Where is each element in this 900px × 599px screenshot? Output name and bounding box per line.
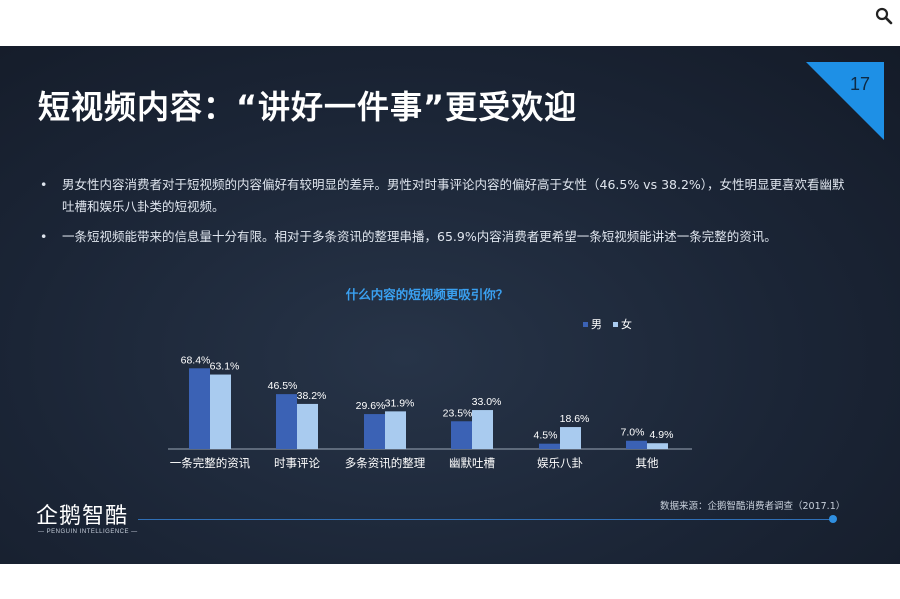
logo: 企鹅智酷 — PENGUIN INTELLIGENCE — <box>36 498 137 548</box>
bar-male <box>364 414 385 449</box>
bar-female <box>210 374 231 449</box>
data-label: 29.6% <box>356 400 386 412</box>
slide: 17 短视频内容：“讲好一件事”更受欢迎 • 男女性内容消费者对于短视频的内容偏… <box>0 46 900 564</box>
x-tick-label: 娱乐八卦 <box>537 456 583 470</box>
chart-title: 什么内容的短视频更吸引你？ <box>346 287 509 302</box>
data-label: 31.9% <box>385 397 415 409</box>
bullet-dot: • <box>40 177 48 192</box>
logo-text: 企鹅智酷 <box>36 504 129 529</box>
corner-triangle <box>806 62 884 140</box>
data-label: 63.1% <box>210 361 240 373</box>
x-tick-label: 一条完整的资讯 <box>170 456 251 470</box>
data-label: 4.9% <box>650 429 674 441</box>
bullet-item: • 一条短视频能带来的信息量十分有限。相对于多条资讯的整理串播，65.9%内容消… <box>40 226 852 248</box>
bar-female <box>472 410 493 449</box>
bar-male <box>539 443 560 449</box>
data-label: 33.0% <box>472 396 502 408</box>
legend-label: 男 <box>591 318 602 331</box>
data-label: 38.2% <box>297 390 327 402</box>
x-tick-label: 时事评论 <box>274 456 320 470</box>
logo-subtitle: — PENGUIN INTELLIGENCE — <box>38 529 138 535</box>
bullet-text: 男女性内容消费者对于短视频的内容偏好有较明显的差异。男性对时事评论内容的偏好高于… <box>62 177 845 214</box>
legend-swatch <box>583 322 588 327</box>
bullet-item: • 男女性内容消费者对于短视频的内容偏好有较明显的差异。男性对时事评论内容的偏好… <box>40 174 852 218</box>
bar-male <box>276 394 297 449</box>
legend-label: 女 <box>621 317 632 331</box>
bar-female <box>647 443 668 449</box>
data-label: 18.6% <box>560 413 590 425</box>
bar-male <box>626 440 647 449</box>
bar-female <box>297 403 318 449</box>
x-tick-label: 幽默吐槽 <box>449 456 495 470</box>
data-label: 46.5% <box>268 380 298 392</box>
page-number: 17 <box>849 74 871 94</box>
page-title: 短视频内容：“讲好一件事”更受欢迎 <box>38 88 578 126</box>
footer-divider <box>138 519 834 520</box>
x-tick-label: 其他 <box>636 456 659 470</box>
bar-male <box>189 368 210 449</box>
data-label: 68.4% <box>181 354 211 366</box>
bar-chart: 什么内容的短视频更吸引你？ 68.4%63.1% 一条完整的资讯 46.5%38.2%… <box>168 287 692 470</box>
data-label: 7.0% <box>621 427 645 439</box>
data-label: 23.5% <box>443 407 473 419</box>
bar-female <box>560 427 581 449</box>
bar-male <box>451 421 472 449</box>
data-label: 4.5% <box>534 430 558 442</box>
source-note: 数据来源：企鹅智酷消费者调查（2017.1） <box>660 501 846 512</box>
bullet-dot: • <box>40 229 48 244</box>
bullet-text: 一条短视频能带来的信息量十分有限。相对于多条资讯的整理串播，65.9%内容消费者… <box>62 229 777 244</box>
bar-female <box>385 411 406 449</box>
search-icon[interactable] <box>874 6 894 26</box>
legend-swatch <box>613 322 618 327</box>
x-tick-label: 多条资讯的整理 <box>345 456 426 470</box>
footer-dot <box>829 515 837 523</box>
